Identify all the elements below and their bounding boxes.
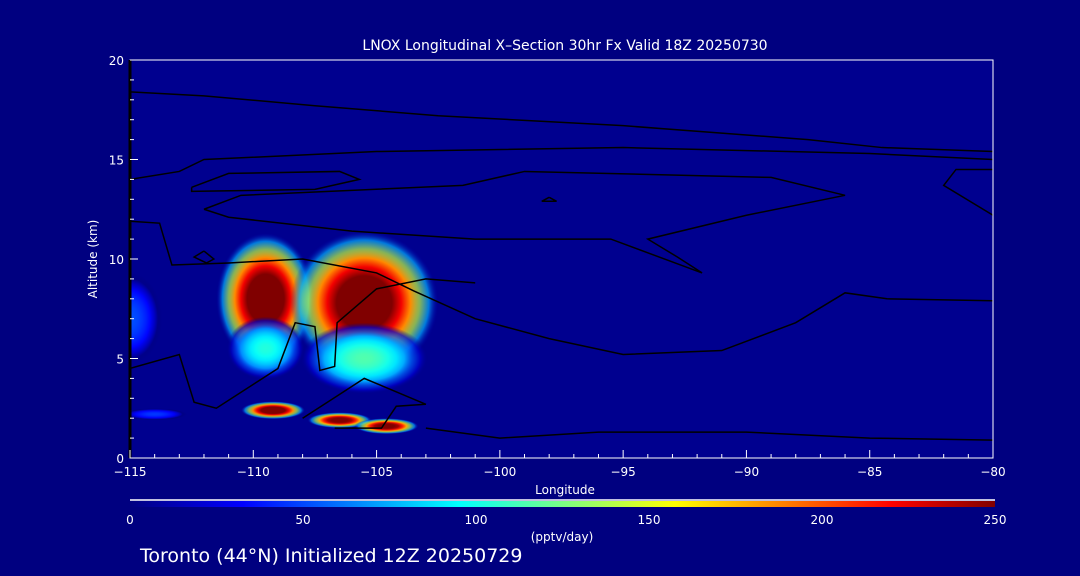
footer-text: Toronto (44°N) Initialized 12Z 20250729 bbox=[139, 545, 523, 567]
x-tick-label: −80 bbox=[980, 465, 1005, 479]
x-tick-label: −90 bbox=[734, 465, 759, 479]
colorbar bbox=[130, 501, 995, 507]
contour-line bbox=[130, 278, 476, 410]
y-tick-label: 10 bbox=[109, 253, 124, 267]
colorbar-tick-label: 200 bbox=[811, 513, 834, 527]
heat-cell bbox=[240, 401, 306, 420]
contour-line bbox=[130, 220, 993, 356]
contour-line bbox=[425, 427, 993, 441]
contour-line bbox=[130, 146, 993, 181]
heatmap-layer bbox=[130, 231, 439, 435]
colorbar-tick-label: 0 bbox=[126, 513, 134, 527]
colorbar-ticks: 0 50 100 150 200 250 bbox=[126, 513, 1006, 527]
contour-line bbox=[190, 170, 362, 193]
x-tick-label: −100 bbox=[483, 465, 516, 479]
y-tick-label: 5 bbox=[116, 353, 124, 367]
y-tick-label: 20 bbox=[109, 54, 124, 68]
contour-line bbox=[130, 91, 993, 153]
axes: −115 −110 −105 −100 −95 −90 −85 −80 0 5 10 15 20 bbox=[109, 54, 1006, 479]
x-tick-label: −105 bbox=[360, 465, 393, 479]
heat-cell bbox=[130, 408, 187, 421]
contour-line bbox=[302, 377, 427, 429]
contour-line bbox=[541, 196, 557, 203]
y-axis-label: Altitude (km) bbox=[86, 220, 100, 299]
colorbar-tick-label: 100 bbox=[465, 513, 488, 527]
contour-line bbox=[942, 168, 993, 216]
x-tick-label: −95 bbox=[610, 465, 635, 479]
x-tick-label: −110 bbox=[237, 465, 270, 479]
x-axis-label: Longitude bbox=[535, 483, 595, 497]
colorbar-tick-label: 250 bbox=[984, 513, 1007, 527]
heat-cell bbox=[130, 272, 163, 365]
x-tick-label: −85 bbox=[857, 465, 882, 479]
heat-cell bbox=[226, 316, 306, 381]
contour-line bbox=[192, 250, 216, 264]
y-tick-label: 15 bbox=[109, 154, 124, 168]
colorbar-tick-label: 50 bbox=[295, 513, 310, 527]
contour-line bbox=[203, 170, 846, 274]
heat-cell bbox=[354, 418, 419, 435]
chart-title: LNOX Longitudinal X–Section 30hr Fx Vali… bbox=[362, 38, 767, 54]
heat-cell bbox=[300, 322, 429, 395]
x-tick-label: −115 bbox=[114, 465, 147, 479]
contour-layer bbox=[130, 91, 993, 441]
y-tick-label: 0 bbox=[116, 452, 124, 466]
colorbar-tick-label: 150 bbox=[638, 513, 661, 527]
colorbar-units: (pptv/day) bbox=[531, 530, 594, 544]
